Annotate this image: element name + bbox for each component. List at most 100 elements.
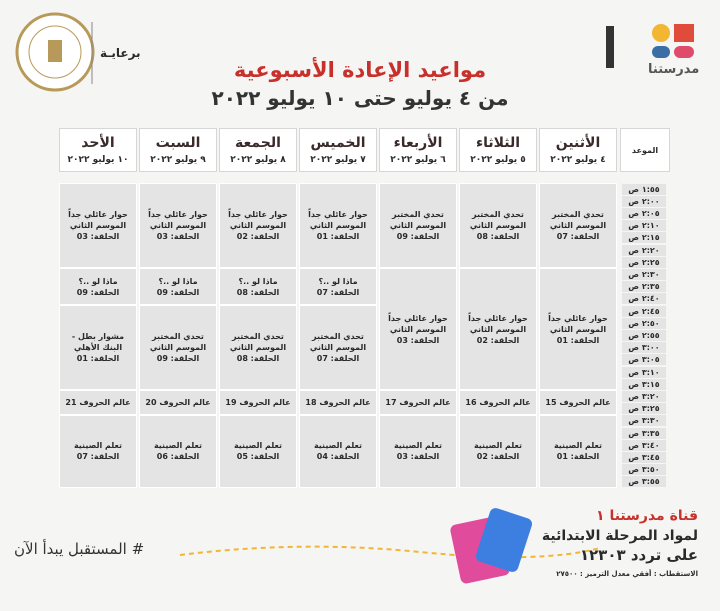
program-episode: الحلقة: 01 [556,452,600,462]
time-slot: ٢:٥٥ ص [622,330,666,341]
program-title: عالم الحروف 21 [65,398,131,408]
time-slot: ٢:١٠ ص [622,220,666,232]
time-slot: ٣:٤٠ ص [622,439,666,451]
program-title: تعلم الصينية [313,441,363,451]
time-slot: ٢:٤٠ ص [622,293,666,305]
subtitle: من ٤ يوليو حتى ١٠ يوليو ٢٠٢٢ [211,86,509,110]
time-slot: ٣:١٠ ص [622,366,666,378]
program-episode: الحلقة: 03 [156,232,200,242]
day-date: ٥ يوليو ٢٠٢٢ [470,155,526,165]
program-episode: الحلقة: 09 [76,287,120,297]
time-slot: ٢:٢٠ ص [622,244,666,256]
program-cell: حوار عائلي جداً الموسم الثاني الحلقة: 03 [379,268,457,391]
program-title: حوار عائلي جداً الموسم الثاني [308,210,368,231]
program-episode: الحلقة: 03 [396,335,440,345]
program-episode: الحلقة: 07 [556,232,600,242]
program-title: ماذا لو ..؟ [78,276,118,286]
day-date: ٦ يوليو ٢٠٢٢ [390,155,446,165]
time-slot: ٢:٠٠ ص [622,195,666,207]
program-cell: عالم الحروف 21 [59,390,137,415]
program-episode: الحلقة: 09 [156,287,200,297]
program-title: تحدي المختبر الموسم الثاني [389,210,447,231]
program-cell: تعلم الصينية الحلقة: 07 [59,414,137,488]
program-title: عالم الحروف 16 [465,398,531,408]
time-slot: ٣:٥٥ ص [622,476,666,488]
program-title: حوار عائلي جداً الموسم الثاني [468,313,528,334]
program-cell: حوار عائلي جداً الموسم الثاني الحلقة: 01 [299,183,377,269]
day-name: الثلاثاء [475,135,521,151]
program-episode: الحلقة: 08 [236,287,280,297]
program-cell: عالم الحروف 16 [459,390,537,415]
program-title: ماذا لو ..؟ [238,276,278,286]
time-slot: ٣:٣٥ ص [622,427,666,439]
program-title: تعلم الصينية [473,441,523,451]
time-slot: ٢:٤٥ ص [622,305,666,317]
program-title: تعلم الصينية [233,441,283,451]
program-cell: تعلم الصينية الحلقة: 06 [139,414,217,488]
program-title: تعلم الصينية [153,441,203,451]
program-cell: عالم الحروف 15 [539,390,617,415]
program-title: تحدي المختبر الموسم الثاني [229,332,287,353]
program-title: عالم الحروف 19 [225,398,291,408]
program-title: عالم الحروف 15 [545,398,611,408]
program-cell: تعلم الصينية الحلقة: 02 [459,414,537,488]
program-title: مشوار بطل - البنك الأهلي [71,332,125,353]
day-name: الجمعة [235,135,281,151]
time-slot: ٣:٠٥ ص [622,354,666,366]
program-cell: تحدي المختبر الموسم الثاني الحلقة: 07 [539,183,617,269]
day-date: ٨ يوليو ٢٠٢٢ [230,155,286,165]
program-title: تحدي المختبر الموسم الثاني [309,332,367,353]
slogan: # المستقبل يبدأ الآن [14,540,145,558]
time-slot: ٢:٣٠ ص [622,269,666,280]
time-slot: ١:٥٥ ص [622,183,666,195]
time-header: الموعد [620,128,670,172]
time-slot: ٢:١٥ ص [622,232,666,244]
time-slot: ٣:٣٠ ص [622,415,666,427]
day-header: الأثنين ٤ يوليو ٢٠٢٢ [539,128,617,172]
day-name: الأحد [81,135,115,151]
program-title: تعلم الصينية [553,441,603,451]
time-slot: ٢:٥٠ ص [622,317,666,329]
program-episode: الحلقة: 03 [396,452,440,462]
day-name: الأربعاء [393,135,443,151]
day-header: الأربعاء ٦ يوليو ٢٠٢٢ [379,128,457,172]
program-cell: تحدي المختبر الموسم الثاني الحلقة: 09 [139,305,217,391]
program-title: حوار عائلي جداً الموسم الثاني [228,210,288,231]
day-name: الأثنين [555,135,601,151]
title: مواعيد الإعادة الأسبوعية [233,58,487,82]
program-episode: الحلقة: 05 [236,452,280,462]
channel: قناة مدرستنا ١ [596,508,698,524]
channel-subject: لمواد المرحلة الابتدائية [541,528,698,544]
program-title: تحدي المختبر الموسم الثاني [549,210,607,231]
program-title: تحدي المختبر الموسم الثاني [469,210,527,231]
day-date: ١٠ يوليو ٢٠٢٢ [67,155,129,165]
day-header: الثلاثاء ٥ يوليو ٢٠٢٢ [459,128,537,172]
program-cell: تحدي المختبر الموسم الثاني الحلقة: 09 [379,183,457,269]
program-title: عالم الحروف 18 [305,398,371,408]
program-cell: ماذا لو ..؟ الحلقة: 07 [299,268,377,305]
program-episode: الحلقة: 07 [316,354,360,364]
sponsor: برعايـة [100,46,141,60]
day-name: السبت [155,135,201,151]
program-episode: الحلقة: 01 [76,354,120,364]
program-episode: الحلقة: 03 [76,232,120,242]
program-title: ماذا لو ..؟ [318,276,358,286]
program-title: ماذا لو ..؟ [158,276,198,286]
day-date: ٩ يوليو ٢٠٢٢ [150,155,206,165]
program-episode: الحلقة: 01 [316,232,360,242]
program-cell: حوار عائلي جداً الموسم الثاني الحلقة: 03 [59,183,137,269]
day-header: الجمعة ٨ يوليو ٢٠٢٢ [219,128,297,172]
time-slot: ٣:٥٠ ص [622,464,666,476]
program-title: حوار عائلي جداً الموسم الثاني [148,210,208,231]
program-cell: تحدي المختبر الموسم الثاني الحلقة: 08 [219,305,297,391]
program-episode: الحلقة: 07 [76,452,120,462]
program-episode: الحلقة: 01 [556,335,600,345]
program-title: عالم الحروف 20 [145,398,211,408]
program-episode: الحلقة: 08 [476,232,520,242]
program-cell: عالم الحروف 17 [379,390,457,415]
program-cell: حوار عائلي جداً الموسم الثاني الحلقة: 01 [539,268,617,391]
program-cell: عالم الحروف 18 [299,390,377,415]
program-title: حوار عائلي جداً الموسم الثاني [548,313,608,334]
